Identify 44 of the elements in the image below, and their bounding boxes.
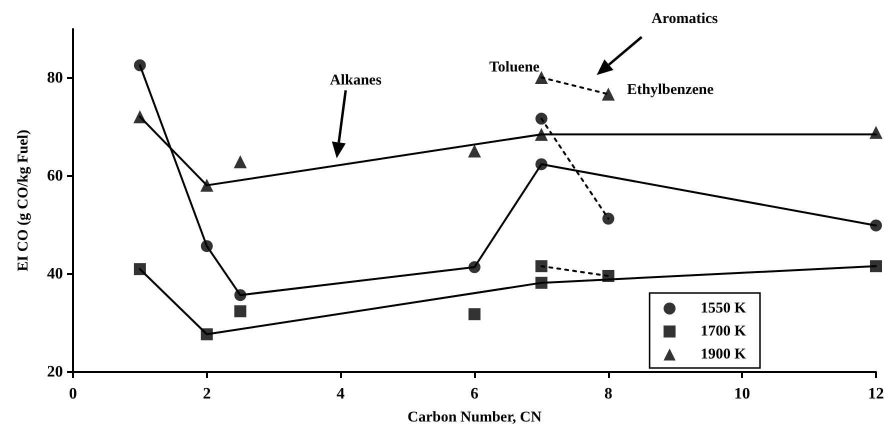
legend-label: 1550 K (700, 300, 746, 316)
legend-label: 1700 K (700, 324, 746, 340)
point (535, 112, 548, 125)
point (534, 71, 548, 84)
x-tick-label: 0 (69, 386, 77, 402)
x-tick-label: 12 (868, 386, 884, 402)
point (535, 260, 548, 272)
annotation: Ethylbenzene (626, 82, 714, 98)
point (602, 270, 614, 282)
x-tick-label: 6 (470, 386, 478, 402)
point (200, 240, 213, 252)
point (134, 59, 146, 72)
y-axis-title: EI CO (g CO/kg Fuel) (16, 130, 32, 272)
point (870, 260, 882, 272)
x-tick-label: 8 (604, 386, 612, 402)
x-tick-label: 4 (336, 386, 345, 402)
y-tick-label: 40 (47, 266, 63, 282)
x-tick-label: 10 (734, 386, 750, 402)
point (200, 178, 214, 192)
point (468, 144, 481, 158)
x-tick-label: 2 (202, 386, 211, 402)
point (134, 263, 146, 276)
point (870, 126, 882, 139)
point (534, 128, 548, 141)
point (535, 276, 548, 289)
point (602, 212, 614, 225)
point (870, 219, 882, 232)
text: Aromatics (652, 11, 718, 27)
point (234, 305, 246, 318)
y-tick-label: 80 (47, 70, 63, 86)
annotation: Alkanes (330, 72, 382, 88)
point (133, 110, 146, 124)
y-tick-label: 60 (47, 168, 63, 184)
point (234, 155, 247, 168)
point (234, 289, 246, 302)
point (468, 308, 480, 320)
y-tick-label: 20 (47, 364, 63, 380)
point (602, 88, 615, 101)
x-axis-title: Carbon Number, CN (407, 410, 542, 426)
annotation: Toluene (489, 60, 540, 76)
point (200, 328, 213, 340)
legend-label: 1900 K (700, 346, 746, 362)
point (535, 158, 548, 170)
point (468, 261, 480, 274)
